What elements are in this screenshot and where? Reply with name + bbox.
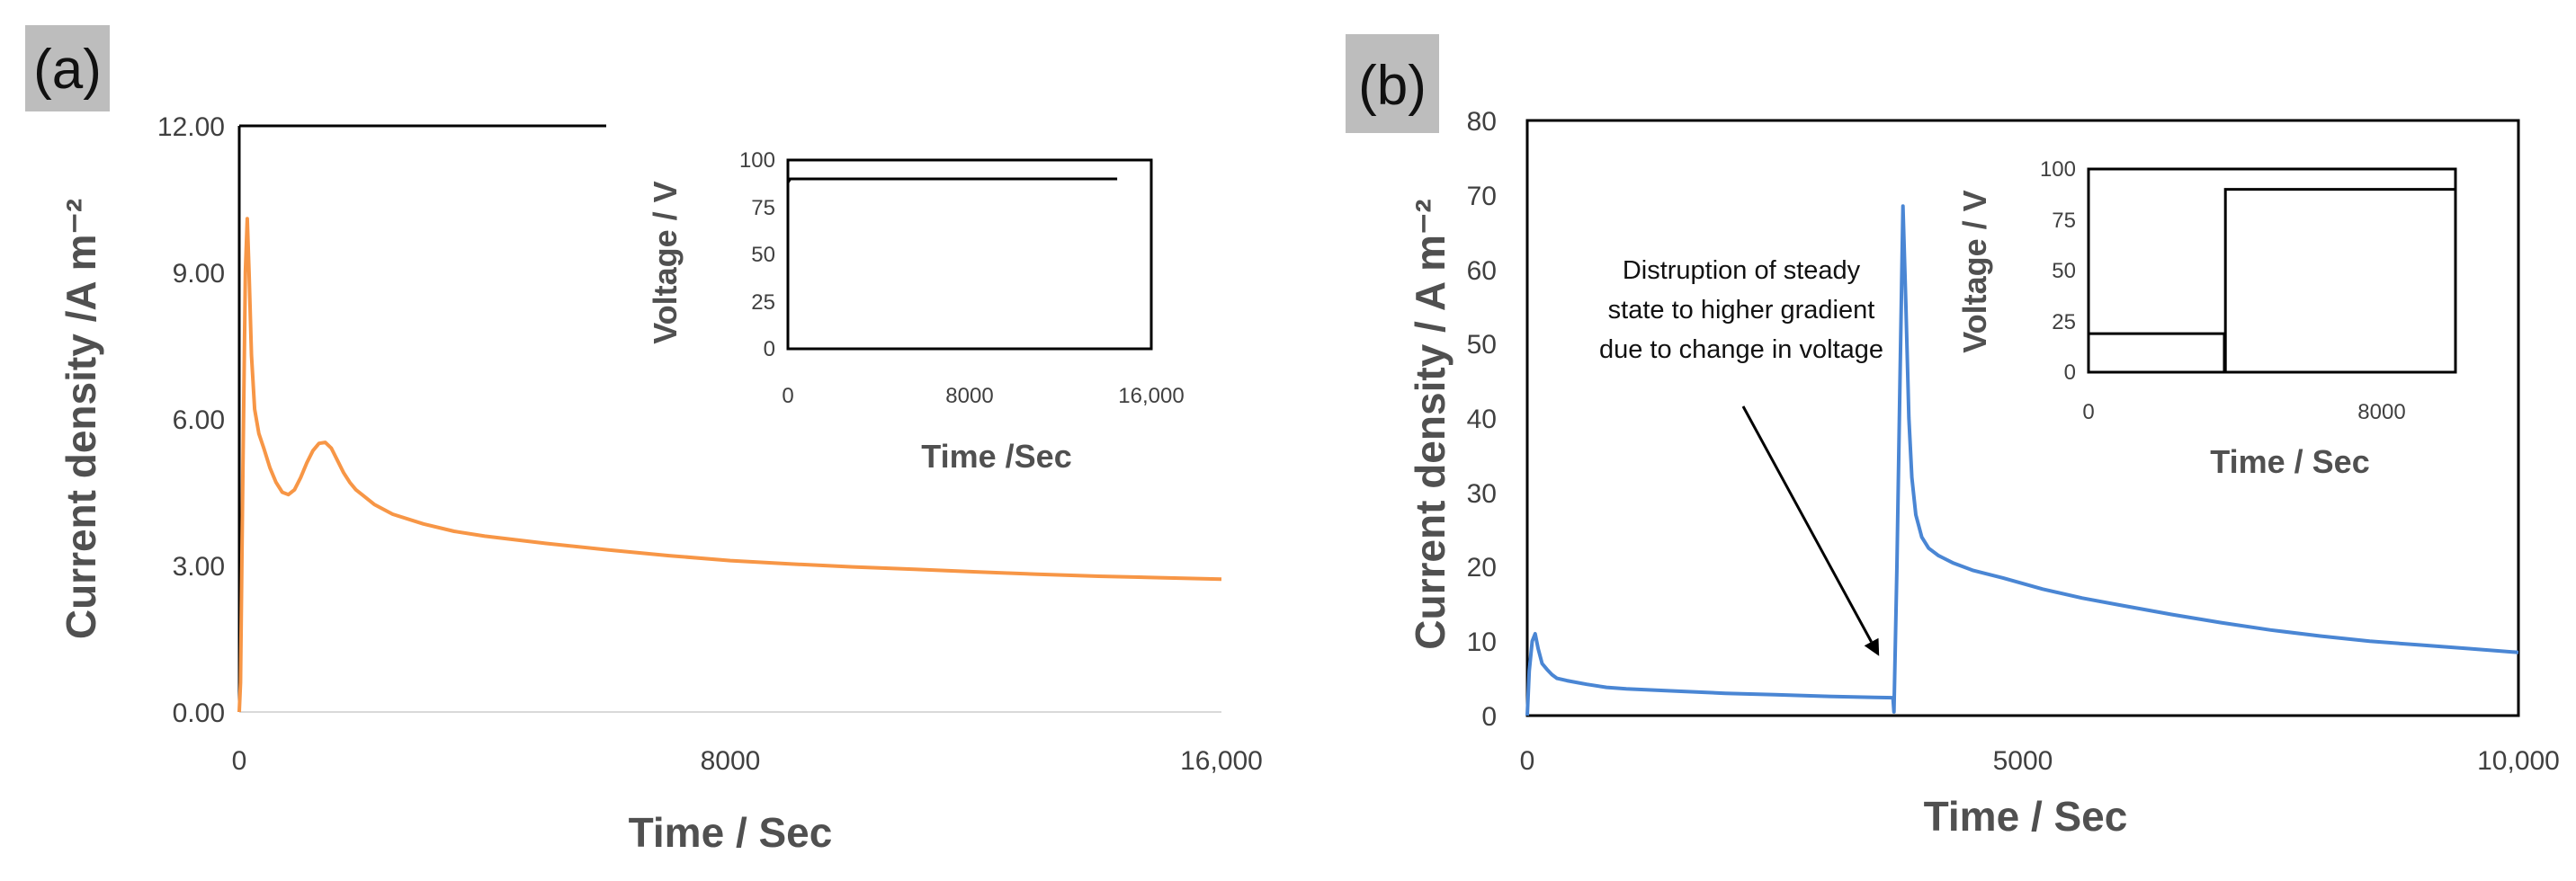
panel-b-inset: 0 25 50 75 100 0 8000 Time / Sec Voltage… [1956, 157, 2457, 480]
panel-b-annotation-arrow [1741, 405, 1873, 643]
panel-b-current-density-line [1525, 204, 2519, 716]
panel-a-label-box [25, 25, 110, 111]
panel-a-inset-frame [786, 158, 1153, 351]
panel-a-inset: 0 25 50 75 100 0 8000 16,000 Time /Sec V… [647, 148, 1185, 475]
panel-b-annotation-line: state to higher gradient [1608, 296, 1875, 325]
panel-a-inset-x-tick-label: 8000 [945, 384, 993, 408]
panel-b-x-tick-label: 5000 [1993, 746, 2053, 776]
panel-b-y-tick-label: 70 [1467, 182, 1497, 211]
panel-a-y-tick-label: 12.00 [157, 112, 225, 142]
panel-b-label-box [1346, 34, 1439, 133]
panel-b-annotation-line: due to change in voltage [1599, 335, 1883, 364]
panel-b-y-axis-title: Current density / A m⁻² [1407, 199, 1453, 649]
panel-a-inset-x-axis-title: Time /Sec [921, 438, 1071, 475]
panel-a-y-tick-label: 9.00 [173, 259, 225, 289]
panel-b-y-tick-label: 20 [1467, 553, 1497, 583]
panel-b-inset-x-tick-label: 0 [2082, 400, 2094, 424]
panel-a-label: (a) [33, 39, 102, 101]
panel-a-x-axis-title: Time / Sec [629, 809, 833, 856]
panel-a-inset-voltage-line [786, 177, 1118, 349]
panel-b: (b) 0 10 20 30 40 50 60 70 80 0 5000 10,… [1346, 34, 2560, 840]
panel-a-inset-x-tick-label: 0 [782, 384, 793, 408]
panel-b-inset-frame [2087, 167, 2457, 374]
panel-b-inset-y-tick-label: 100 [2040, 157, 2076, 182]
panel-b-x-tick-label: 10,000 [2477, 746, 2560, 776]
panel-b-y-tick-label: 10 [1467, 627, 1497, 657]
panel-a-inset-y-tick-label: 100 [739, 148, 775, 173]
panel-a-inset-y-tick-label: 25 [751, 290, 775, 315]
panel-b-inset-y-tick-label: 0 [2064, 360, 2076, 385]
panel-b-annotation-line: Distruption of steady [1623, 256, 1861, 285]
panel-a-inset-y-tick-label: 75 [751, 196, 775, 220]
panel-a-inset-y-axis-title: Voltage / V [647, 181, 684, 343]
panel-b-x-axis-title: Time / Sec [1924, 793, 2128, 840]
panel-b-y-tick-label: 80 [1467, 107, 1497, 137]
panel-a-x-tick-label: 0 [232, 746, 247, 776]
panel-a-y-tick-label: 3.00 [173, 552, 225, 582]
panel-a-inset-x-tick-label: 16,000 [1118, 384, 1184, 408]
panel-a-y-tick-label: 0.00 [173, 699, 225, 728]
panel-b-inset-y-tick-label: 50 [2052, 259, 2076, 283]
panel-b-y-tick-label: 50 [1467, 330, 1497, 360]
panel-a: (a) 0.00 3.00 6.00 9.00 12.00 0 8000 16,… [25, 25, 1263, 856]
panel-a-current-density-line [237, 217, 1222, 713]
panel-a-x-tick-label: 8000 [701, 746, 761, 776]
panel-a-y-axis-title: Current density /A m⁻² [58, 199, 104, 639]
panel-b-annotation-arrowhead [1864, 637, 1880, 656]
panel-b-label: (b) [1358, 55, 1427, 117]
panel-a-y-tick-label: 6.00 [173, 405, 225, 435]
panel-b-inset-y-tick-label: 75 [2052, 209, 2076, 233]
panel-a-x-tick-label: 16,000 [1180, 746, 1263, 776]
panel-b-inset-voltage-line [2087, 188, 2455, 374]
panel-b-annotation: Distruption of steady state to higher gr… [1599, 256, 1883, 656]
panel-b-x-tick-label: 0 [1520, 746, 1535, 776]
panel-b-inset-x-tick-label: 8000 [2357, 400, 2405, 424]
panel-b-inset-y-axis-title: Voltage / V [1956, 190, 1993, 352]
panel-b-inset-x-axis-title: Time / Sec [2210, 443, 2369, 480]
panel-a-inset-y-tick-label: 50 [751, 243, 775, 267]
panel-b-inset-y-tick-label: 25 [2052, 310, 2076, 334]
panel-b-plot-frame [1525, 119, 2520, 717]
panel-b-y-tick-label: 0 [1481, 702, 1497, 732]
panel-a-inset-y-tick-label: 0 [764, 337, 775, 361]
panel-b-y-tick-label: 30 [1467, 479, 1497, 509]
panel-b-y-tick-label: 60 [1467, 256, 1497, 286]
panel-b-y-tick-label: 40 [1467, 405, 1497, 434]
